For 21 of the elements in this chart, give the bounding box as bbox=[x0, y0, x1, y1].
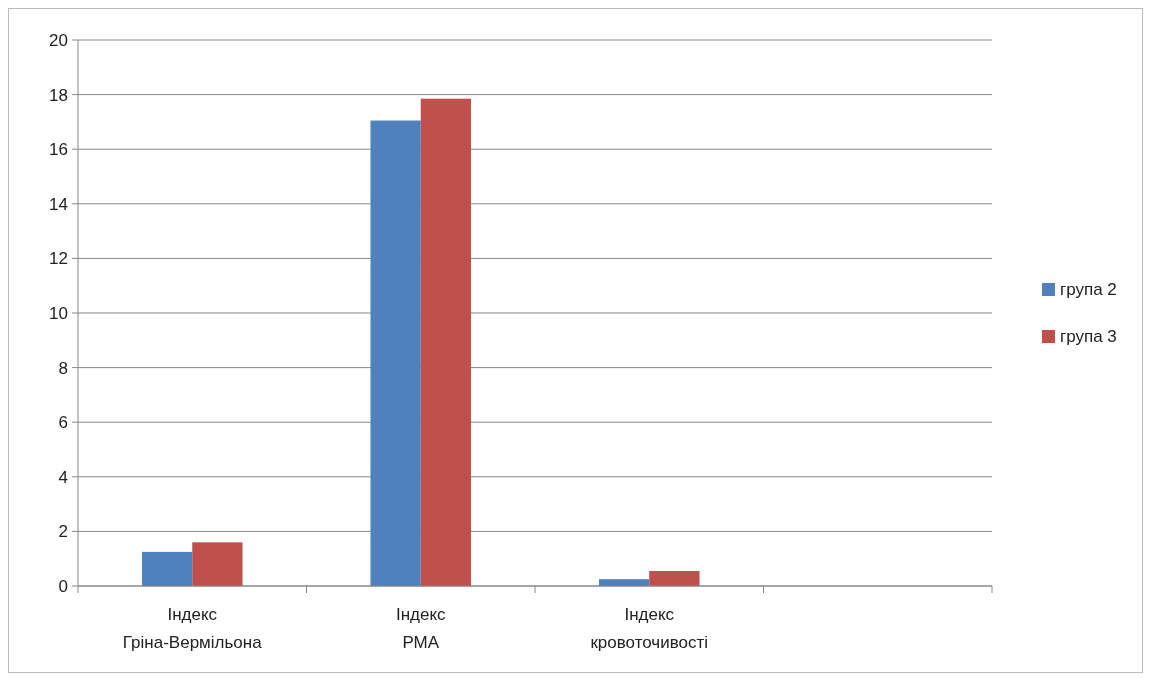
y-tick-label: 8 bbox=[58, 358, 68, 378]
y-tick-label: 2 bbox=[58, 522, 68, 542]
bar bbox=[649, 570, 700, 586]
bar bbox=[192, 542, 243, 586]
y-tick-label: 6 bbox=[58, 413, 68, 433]
bar bbox=[420, 98, 472, 586]
y-tick-label: 10 bbox=[49, 303, 68, 323]
x-tick-label: Індекс РМА bbox=[395, 605, 447, 652]
bar bbox=[141, 551, 193, 586]
y-tick-label: 18 bbox=[49, 85, 68, 105]
bar bbox=[370, 120, 421, 586]
legend-label: група 2 bbox=[1060, 279, 1117, 299]
y-tick-label: 12 bbox=[49, 249, 68, 269]
y-tick-label: 16 bbox=[49, 140, 68, 160]
x-tick-label: Індекс кровоточивості bbox=[590, 605, 709, 652]
x-tick-label: Індекс Гріна-Вермільона bbox=[122, 605, 263, 652]
y-tick-label: 20 bbox=[49, 30, 68, 50]
y-tick-label: 14 bbox=[49, 194, 68, 214]
legend-label: група 3 bbox=[1060, 326, 1117, 346]
y-tick-label: 0 bbox=[58, 576, 68, 596]
y-tick-label: 4 bbox=[58, 467, 68, 487]
